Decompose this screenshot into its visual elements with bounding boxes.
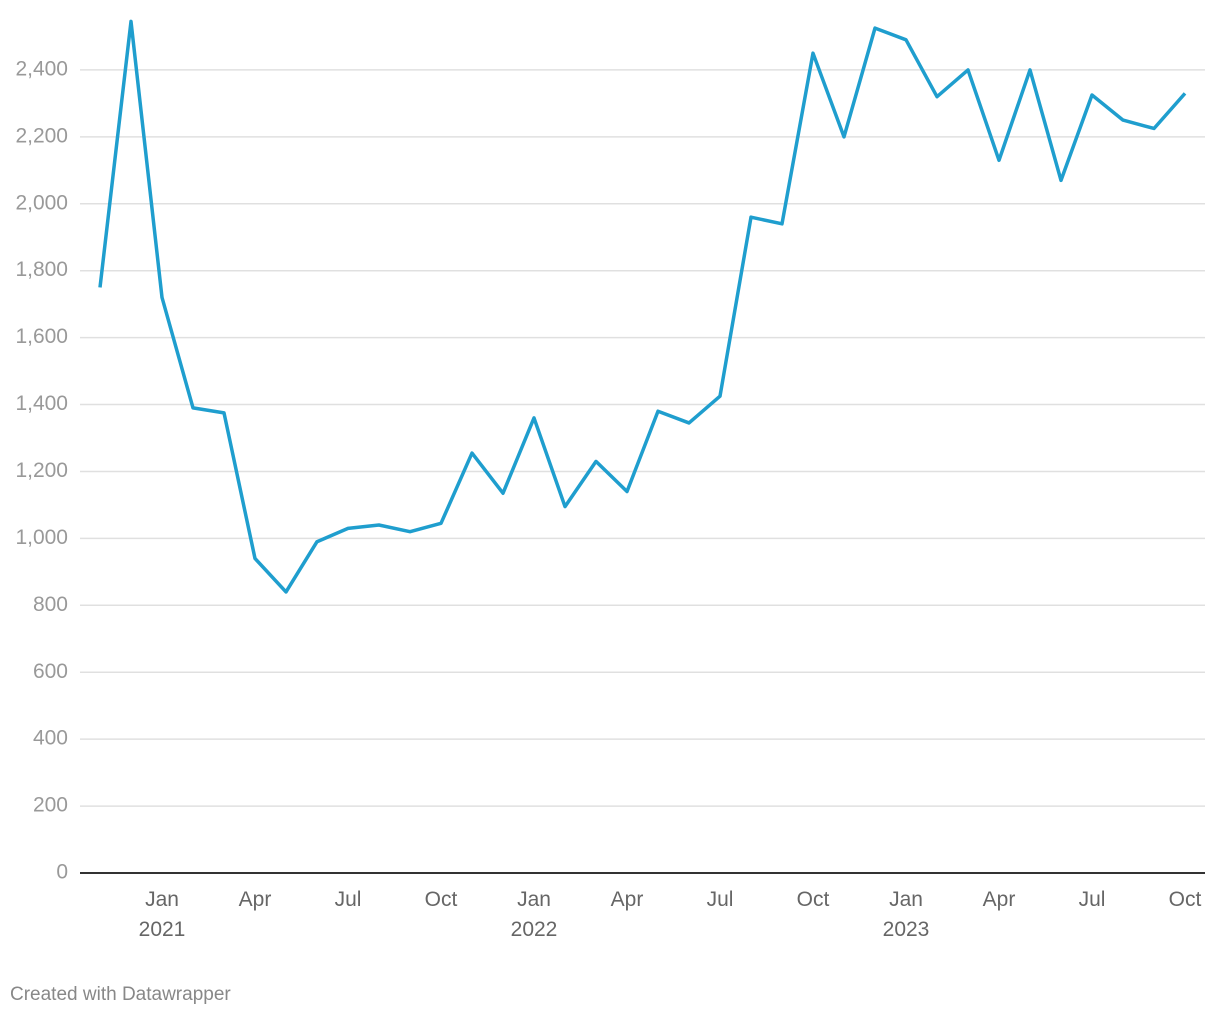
y-tick-label: 800 (33, 593, 68, 616)
y-tick-label: 1,600 (15, 325, 68, 348)
x-tick-label: Apr (238, 888, 272, 911)
x-tick-label: Oct (1168, 888, 1202, 911)
y-tick-label: 200 (33, 794, 68, 817)
y-tick-label: 1,400 (15, 392, 68, 415)
x-tick-label: Oct (424, 888, 458, 911)
x-tick-label: Jan 2023 (882, 888, 930, 941)
x-tick-label: Jul (706, 888, 734, 911)
y-tick-label: 2,400 (15, 57, 68, 80)
x-tick-label: Jul (1078, 888, 1106, 911)
y-tick-label: 0 (56, 861, 68, 884)
y-tick-label: 600 (33, 660, 68, 683)
y-tick-label: 1,800 (15, 258, 68, 281)
x-tick-label: Jan 2022 (510, 888, 558, 941)
x-tick-label: Apr (610, 888, 644, 911)
y-tick-label: 400 (33, 727, 68, 750)
x-tick-label: Oct (796, 888, 830, 911)
x-tick-label: Jul (334, 888, 362, 911)
y-tick-label: 1,200 (15, 459, 68, 482)
footer: Created with Datawrapper (10, 984, 231, 1005)
x-tick-label: Jan 2021 (138, 888, 186, 941)
y-tick-label: 2,200 (15, 124, 68, 147)
y-tick-label: 1,000 (15, 526, 68, 549)
line (98, 19, 1187, 594)
x-tick-label: Apr (982, 888, 1016, 911)
y-tick-label: 2,000 (15, 191, 68, 214)
